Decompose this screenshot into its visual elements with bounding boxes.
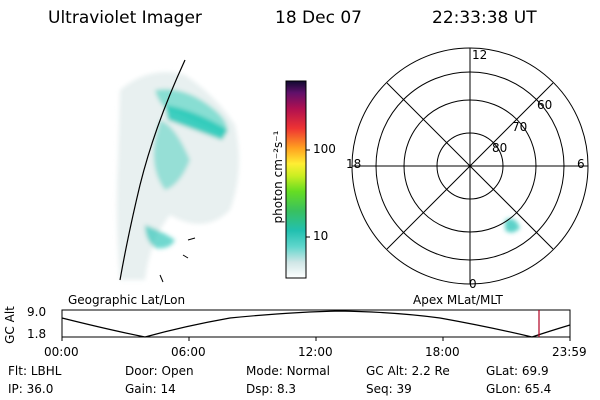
mlt-label-18: 18 <box>346 157 362 171</box>
status-mode: Mode: Normal <box>246 364 330 378</box>
mlt-label-12: 12 <box>472 48 488 62</box>
lat-label-70: 70 <box>512 120 528 134</box>
colorbar-tick-10: 10 <box>313 229 329 243</box>
status-door: Door: Open <box>125 364 194 378</box>
xtick-2359: 23:59 <box>552 345 587 359</box>
status-ip: IP: 36.0 <box>8 382 54 396</box>
date-label: 18 Dec 07 <box>275 8 362 28</box>
xtick-1800: 18:00 <box>425 345 460 359</box>
geographic-title: Geographic Lat/Lon <box>68 293 186 307</box>
mlt-label-6: 6 <box>577 157 585 171</box>
lat-label-80: 80 <box>492 141 508 155</box>
colorbar-tick-100: 100 <box>313 142 336 156</box>
mlt-label-0: 0 <box>469 277 477 291</box>
status-gain: Gain: 14 <box>125 382 176 396</box>
xtick-0600: 06:00 <box>171 345 206 359</box>
xtick-0000: 00:00 <box>44 345 79 359</box>
ytick-9: 9.0 <box>27 305 47 319</box>
time-label: 22:33:38 UT <box>432 8 537 28</box>
xtick-1200: 12:00 <box>298 345 333 359</box>
status-glon: GLon: 65.4 <box>486 382 552 396</box>
terminator-line <box>119 59 186 281</box>
altitude-curve <box>61 310 571 338</box>
status-gc-alt: GC Alt: 2.2 Re <box>366 364 450 378</box>
apex-title: Apex MLat/MLT <box>413 293 503 307</box>
status-seq: Seq: 39 <box>366 382 412 396</box>
aurora-emission <box>116 72 520 280</box>
lat-label-60: 60 <box>537 98 553 112</box>
status-glat: GLat: 69.9 <box>486 364 549 378</box>
instrument-title: Ultraviolet Imager <box>48 8 202 28</box>
status-dsp: Dsp: 8.3 <box>246 382 297 396</box>
status-flt: Flt: LBHL <box>8 364 62 378</box>
ytick-1-8: 1.8 <box>27 327 47 341</box>
